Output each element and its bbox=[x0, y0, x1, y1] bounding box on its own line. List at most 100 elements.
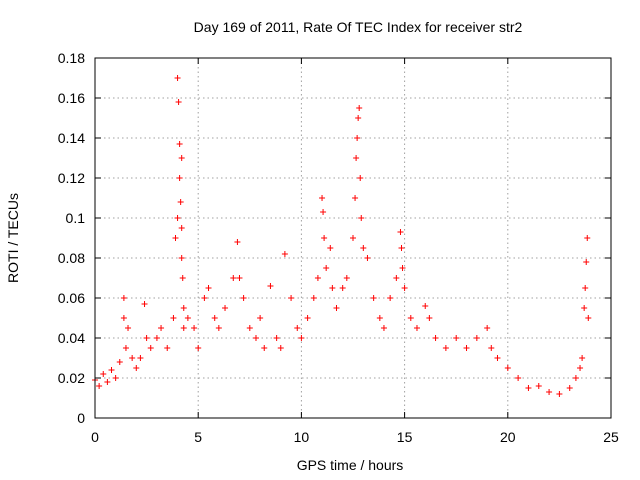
data-point bbox=[170, 315, 177, 321]
data-point bbox=[398, 245, 405, 251]
axis-ticks bbox=[94, 57, 612, 419]
data-point bbox=[393, 275, 400, 281]
data-point bbox=[356, 105, 363, 111]
data-point bbox=[350, 235, 356, 241]
data-point bbox=[463, 345, 470, 351]
data-point bbox=[525, 385, 532, 391]
data-point bbox=[294, 325, 301, 331]
data-point bbox=[319, 195, 326, 201]
data-point bbox=[407, 315, 414, 321]
x-tick-label: 5 bbox=[194, 429, 202, 445]
data-point bbox=[215, 325, 222, 331]
data-point bbox=[178, 155, 185, 161]
data-point bbox=[343, 275, 350, 281]
data-point bbox=[143, 335, 150, 341]
x-tick-labels: 0 5 10 15 20 25 bbox=[91, 429, 619, 445]
data-point bbox=[178, 225, 185, 231]
data-point bbox=[484, 325, 491, 331]
data-point bbox=[353, 155, 360, 161]
data-point bbox=[432, 335, 439, 341]
data-point bbox=[116, 359, 123, 365]
data-point bbox=[112, 375, 119, 381]
data-point bbox=[129, 355, 136, 361]
data-point bbox=[288, 295, 295, 301]
data-point bbox=[329, 285, 336, 291]
data-point bbox=[370, 295, 377, 301]
data-point bbox=[515, 375, 522, 381]
data-point bbox=[585, 315, 592, 321]
data-point bbox=[546, 389, 553, 395]
data-point bbox=[205, 285, 212, 291]
data-point bbox=[191, 325, 198, 331]
data-point bbox=[179, 275, 186, 281]
data-point bbox=[158, 325, 165, 331]
data-point bbox=[352, 195, 359, 201]
data-point bbox=[246, 325, 253, 331]
data-point bbox=[504, 365, 511, 371]
data-point bbox=[320, 209, 327, 215]
data-point bbox=[176, 175, 183, 181]
data-point bbox=[174, 75, 181, 81]
data-point bbox=[413, 325, 420, 331]
y-tick-label: 0.12 bbox=[58, 170, 85, 186]
data-point bbox=[453, 335, 460, 341]
data-point bbox=[339, 285, 346, 291]
data-point bbox=[195, 345, 202, 351]
data-point bbox=[174, 215, 181, 221]
x-axis-label: GPS time / hours bbox=[297, 457, 404, 473]
data-point bbox=[572, 375, 579, 381]
data-point bbox=[133, 365, 140, 371]
data-point bbox=[252, 335, 259, 341]
data-point bbox=[355, 115, 362, 121]
data-point bbox=[222, 305, 229, 311]
data-point bbox=[581, 305, 588, 311]
data-point bbox=[267, 283, 274, 289]
data-point bbox=[357, 175, 364, 181]
data-point bbox=[125, 325, 132, 331]
data-point bbox=[120, 295, 127, 301]
data-point bbox=[399, 265, 406, 271]
data-point bbox=[494, 355, 501, 361]
data-point bbox=[211, 315, 218, 321]
data-point bbox=[426, 315, 433, 321]
data-point bbox=[422, 303, 429, 309]
data-point bbox=[327, 245, 334, 251]
data-point bbox=[442, 345, 449, 351]
data-point bbox=[310, 295, 317, 301]
y-tick-label: 0.18 bbox=[58, 50, 85, 66]
data-point bbox=[184, 315, 191, 321]
data-point bbox=[583, 259, 590, 265]
data-point bbox=[172, 235, 179, 241]
data-point bbox=[304, 315, 311, 321]
data-point bbox=[333, 305, 340, 311]
data-point bbox=[323, 265, 330, 271]
data-point bbox=[582, 285, 589, 291]
data-point bbox=[180, 325, 187, 331]
data-point bbox=[401, 285, 408, 291]
chart-title: Day 169 of 2011, Rate Of TEC Index for r… bbox=[194, 19, 523, 35]
data-point bbox=[473, 335, 480, 341]
data-point bbox=[380, 325, 387, 331]
data-point bbox=[100, 371, 107, 377]
data-point bbox=[273, 335, 280, 341]
data-point bbox=[360, 245, 367, 251]
y-axis-label: ROTI / TECUs bbox=[5, 193, 21, 283]
plot-frame bbox=[94, 57, 612, 419]
data-point bbox=[358, 215, 365, 221]
data-point bbox=[141, 301, 148, 307]
x-tick-label: 20 bbox=[500, 429, 516, 445]
data-point bbox=[177, 199, 184, 205]
x-tick-label: 15 bbox=[397, 429, 413, 445]
data-point bbox=[180, 305, 187, 311]
data-point bbox=[137, 355, 144, 361]
data-point bbox=[234, 239, 241, 245]
data-point bbox=[579, 355, 586, 361]
data-point bbox=[257, 315, 264, 321]
data-point bbox=[354, 135, 361, 141]
y-tick-label: 0.06 bbox=[58, 290, 85, 306]
y-tick-label: 0.14 bbox=[58, 130, 85, 146]
y-tick-label: 0.04 bbox=[58, 330, 85, 346]
data-point bbox=[376, 315, 383, 321]
data-point bbox=[164, 345, 171, 351]
